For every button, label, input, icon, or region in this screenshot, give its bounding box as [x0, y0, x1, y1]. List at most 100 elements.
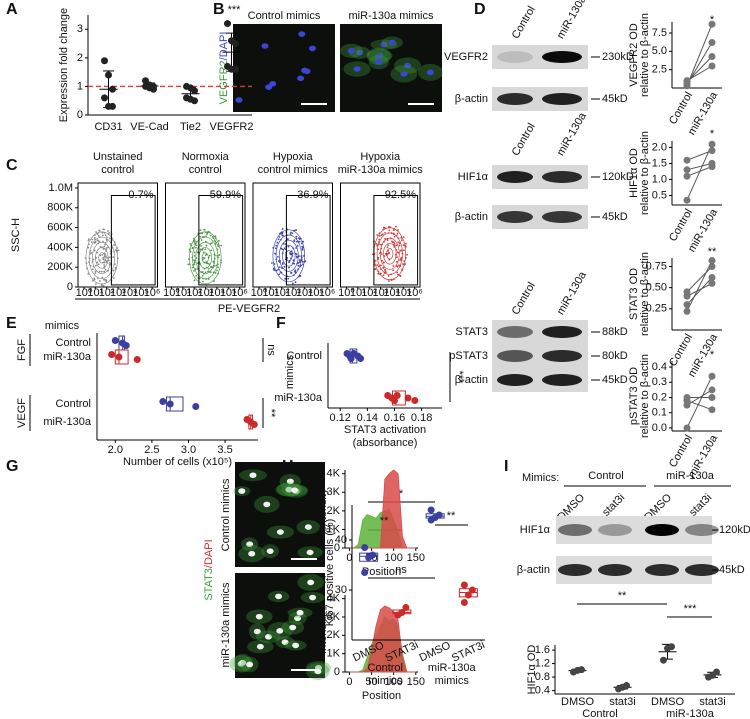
box [166, 396, 184, 412]
group-header: mimics [45, 320, 80, 332]
flow-event [399, 259, 401, 261]
flow-event [297, 262, 300, 264]
nucleus [281, 639, 289, 645]
category-label: DMSO [561, 696, 594, 708]
blot-size: 45kD [602, 374, 628, 386]
blot-size: 120kD [719, 524, 750, 536]
point [427, 506, 435, 514]
flow-event [196, 262, 199, 265]
nucleus [239, 659, 247, 666]
flow-event [402, 236, 405, 238]
flow-event [103, 270, 106, 273]
category-label: stat3i [609, 696, 635, 708]
significance: * [710, 14, 715, 26]
flow-event [100, 284, 103, 287]
point [683, 288, 691, 296]
flow-event [103, 278, 105, 281]
point [708, 394, 716, 402]
y-axis-label: relative to β-actin [639, 131, 651, 215]
x-tick-label: 100 [384, 676, 402, 688]
flow-event [207, 267, 210, 270]
y-tick-label: 0.75 [646, 260, 667, 272]
flow-event [193, 240, 196, 243]
flow-contour [192, 236, 219, 280]
group-label: mimics [435, 675, 470, 687]
category-label: CD31 [94, 121, 122, 133]
flow-event [289, 233, 292, 236]
blot-band [542, 326, 582, 338]
flow-event [214, 235, 217, 238]
flow-event [294, 269, 297, 272]
nucleus [276, 628, 284, 634]
x-tick-label: 150 [407, 552, 425, 564]
flow-event [272, 269, 275, 271]
flow-event [199, 229, 202, 232]
x-tick-label: 0.14 [357, 412, 378, 424]
flow-event [392, 269, 395, 272]
panel-letter: I [504, 458, 508, 475]
lane-label: miR-130a [555, 269, 590, 317]
y-tick-label: 0.0 [652, 422, 667, 434]
category-label: miR-130a [274, 392, 323, 404]
point [150, 85, 157, 93]
blot-band [598, 524, 632, 536]
pair-line [686, 150, 713, 161]
blot-row-label: β-actin [517, 564, 550, 576]
flow-event [192, 259, 195, 262]
stain-name: STAT3 [203, 568, 215, 601]
flow-event [104, 234, 107, 236]
y-tick-label: 1 [77, 80, 83, 92]
flow-event [400, 249, 403, 252]
lane-label: miR-130a [555, 110, 590, 158]
point [232, 65, 239, 73]
flow-event [293, 240, 296, 243]
point [361, 544, 369, 551]
flow-event [202, 256, 205, 259]
flow-event [211, 235, 214, 238]
point [683, 424, 691, 432]
flow-event [295, 240, 298, 243]
flow-event [217, 240, 220, 242]
flow-event [298, 261, 301, 263]
blot-row-label: β-actin [455, 211, 488, 223]
category-label: miR-130a [43, 416, 92, 428]
blot-band [598, 564, 632, 576]
flow-title: Hypoxia [360, 151, 401, 163]
blot-size: 88kD [602, 326, 628, 338]
flow-event [290, 231, 292, 234]
y-axis-label: Ki67 positive cells (%) [324, 519, 336, 627]
point [250, 421, 258, 428]
x-axis-label: Position [362, 690, 401, 702]
flow-event [287, 277, 290, 280]
nucleus [380, 41, 388, 48]
blot-size: 80kD [602, 350, 628, 362]
flow-event [288, 266, 290, 269]
flow-event [204, 248, 207, 251]
x-tick-label: 10⁴ [121, 287, 138, 299]
pair-line [686, 65, 713, 82]
blot-size: 45kD [602, 211, 628, 223]
flow-event [272, 267, 275, 270]
point [402, 604, 410, 611]
y-axis-label: pSTAT3 OD [628, 367, 640, 425]
flow-event [393, 235, 396, 238]
category-label: VE-Cad [130, 121, 169, 133]
x-tick-label: 3.0 [181, 444, 196, 456]
nucleus [356, 49, 364, 56]
blot-size: 230kD [602, 51, 634, 63]
lane-label: miR-130a [555, 0, 590, 41]
category-label: VEGFR2 [209, 121, 253, 133]
blot-row-label: pSTAT3 [449, 350, 488, 362]
blot-band [558, 564, 592, 576]
nucleus [400, 71, 408, 77]
flow-event [300, 264, 303, 267]
point [708, 262, 716, 270]
x-tick-label: 0 [346, 552, 352, 564]
y-tick-label: 4K [327, 593, 341, 605]
nucleus [285, 486, 293, 493]
flow-event [281, 262, 284, 264]
flow-event [209, 271, 212, 274]
y-axis-label: relative to β-actin [639, 354, 651, 438]
panel-letter: F [276, 315, 286, 332]
x-axis-label: STAT3 activation [344, 424, 426, 436]
